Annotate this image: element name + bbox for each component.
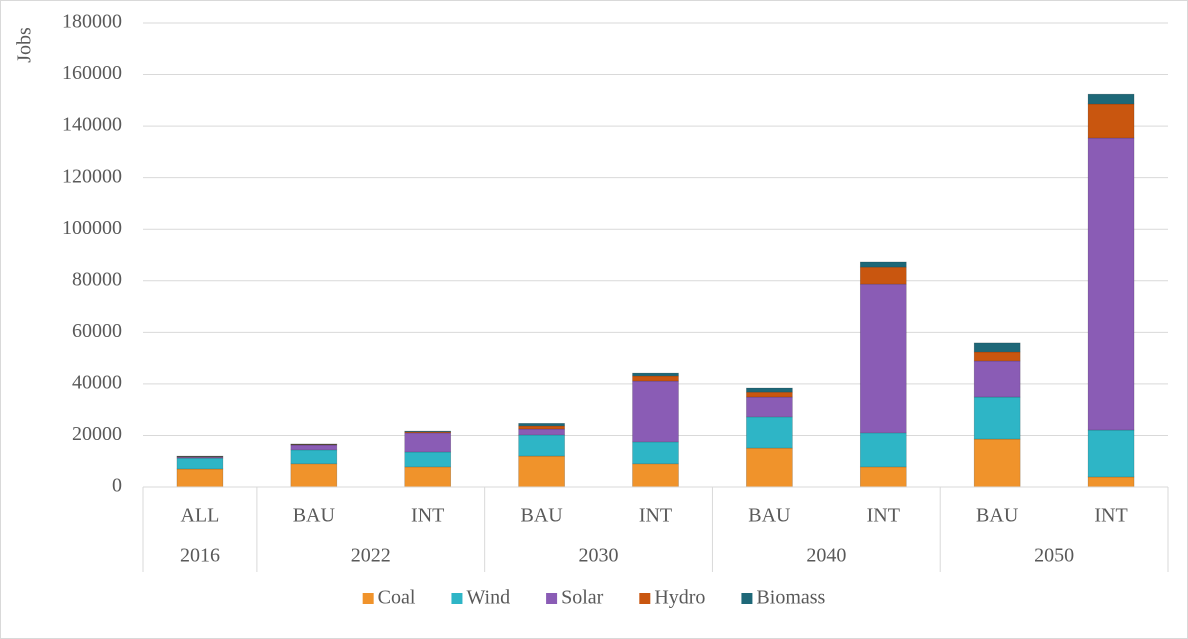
group-label: 2050 bbox=[1034, 545, 1074, 567]
y-tick-label: 160000 bbox=[62, 62, 122, 84]
bar-segment bbox=[404, 451, 452, 468]
y-tick-label: 0 bbox=[112, 475, 122, 497]
bar-segment bbox=[176, 457, 224, 470]
bar-segment bbox=[859, 432, 907, 468]
bar-segment bbox=[1087, 429, 1135, 478]
x-tick-label: INT bbox=[867, 505, 900, 527]
bar-segment bbox=[746, 391, 793, 398]
bar-segment bbox=[518, 434, 565, 457]
group-label: 2030 bbox=[579, 545, 619, 567]
x-tick-label: INT bbox=[639, 505, 672, 527]
bar-segment bbox=[973, 438, 1021, 488]
y-tick-label: 100000 bbox=[62, 217, 122, 239]
bar-segment bbox=[404, 432, 452, 453]
bar-segment bbox=[176, 455, 224, 457]
x-tick-label: BAU bbox=[520, 505, 563, 527]
y-tick-label: 60000 bbox=[72, 320, 122, 342]
x-tick-label: INT bbox=[411, 505, 444, 527]
bar-segment bbox=[746, 387, 793, 393]
legend-label: Wind bbox=[466, 587, 510, 609]
bar-segment bbox=[632, 463, 679, 488]
bar-segment bbox=[973, 351, 1021, 362]
bar-segment bbox=[290, 463, 338, 488]
bar-segment bbox=[1087, 93, 1135, 105]
bar-segment bbox=[518, 423, 565, 427]
bar-segment bbox=[290, 449, 338, 465]
bar-segment bbox=[518, 455, 565, 488]
bar-segment bbox=[973, 396, 1021, 440]
bar-segment bbox=[404, 466, 452, 488]
bar-segment bbox=[746, 396, 793, 418]
bar-segment bbox=[973, 360, 1021, 398]
bar-segment bbox=[1087, 476, 1135, 488]
bar-segment bbox=[1087, 137, 1135, 431]
bar-segment bbox=[746, 416, 793, 449]
y-tick-label: 140000 bbox=[62, 114, 122, 136]
legend-swatch bbox=[546, 593, 558, 604]
bar-segment bbox=[632, 441, 679, 465]
legend-label: Hydro bbox=[654, 587, 705, 609]
x-tick-label: BAU bbox=[748, 505, 791, 527]
bar-segment bbox=[746, 447, 793, 488]
y-tick-label: 120000 bbox=[62, 165, 122, 187]
x-tick-label: BAU bbox=[293, 505, 336, 527]
bar-segment bbox=[1087, 103, 1135, 139]
legend-swatch bbox=[741, 593, 753, 604]
legend-swatch bbox=[639, 593, 651, 604]
x-tick-label: INT bbox=[1094, 505, 1127, 527]
legend-swatch bbox=[362, 593, 374, 604]
bar-segment bbox=[859, 266, 907, 285]
bar-segment bbox=[518, 428, 565, 436]
legend-label: Biomass bbox=[756, 587, 825, 609]
bar-segment bbox=[632, 375, 679, 382]
bar-segment bbox=[290, 444, 338, 451]
bar-segment bbox=[518, 425, 565, 430]
legend-label: Solar bbox=[561, 587, 604, 609]
bar-segment bbox=[632, 380, 679, 443]
bar-segment bbox=[859, 283, 907, 434]
x-tick-label: ALL bbox=[180, 505, 219, 527]
bar-segment bbox=[973, 342, 1021, 353]
y-axis-title: Jobs bbox=[14, 27, 36, 63]
bar-segment bbox=[859, 466, 907, 488]
group-label: 2016 bbox=[180, 545, 220, 567]
group-label: 2022 bbox=[351, 545, 391, 567]
legend-swatch bbox=[451, 593, 463, 604]
bar-segment bbox=[290, 443, 338, 445]
bar-segment bbox=[632, 372, 679, 377]
y-tick-label: 180000 bbox=[62, 11, 122, 33]
bar-segment bbox=[404, 430, 452, 433]
bar-segment bbox=[859, 261, 907, 268]
bar-segment bbox=[176, 468, 224, 488]
y-tick-label: 80000 bbox=[72, 268, 122, 290]
y-tick-label: 40000 bbox=[72, 371, 122, 393]
x-tick-label: BAU bbox=[976, 505, 1019, 527]
y-tick-label: 20000 bbox=[72, 423, 122, 445]
group-label: 2040 bbox=[806, 545, 846, 567]
legend-label: Coal bbox=[378, 587, 416, 609]
